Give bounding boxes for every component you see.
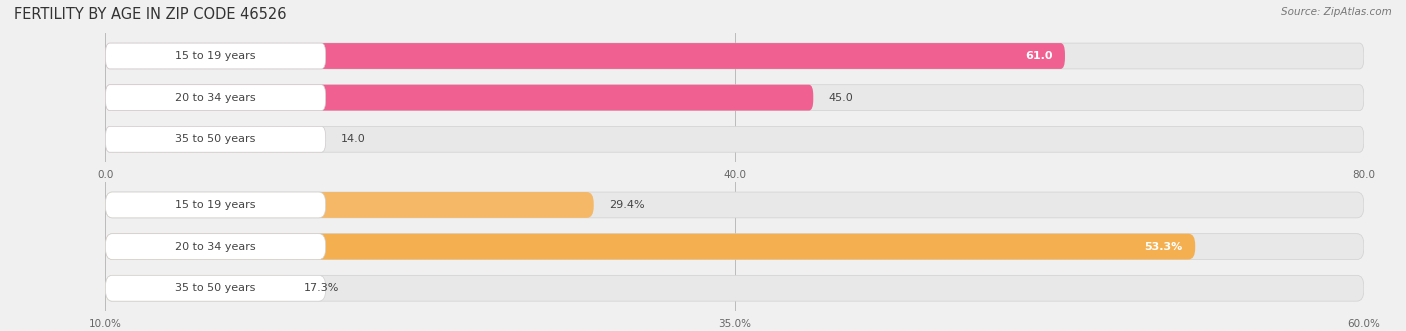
FancyBboxPatch shape xyxy=(105,234,326,260)
FancyBboxPatch shape xyxy=(105,234,1195,260)
FancyBboxPatch shape xyxy=(105,275,326,301)
FancyBboxPatch shape xyxy=(105,126,326,152)
FancyBboxPatch shape xyxy=(105,85,326,111)
Text: 15 to 19 years: 15 to 19 years xyxy=(176,200,256,210)
Text: FERTILITY BY AGE IN ZIP CODE 46526: FERTILITY BY AGE IN ZIP CODE 46526 xyxy=(14,7,287,22)
FancyBboxPatch shape xyxy=(105,85,1364,111)
FancyBboxPatch shape xyxy=(105,192,326,218)
Text: 20 to 34 years: 20 to 34 years xyxy=(176,242,256,252)
FancyBboxPatch shape xyxy=(105,43,1364,69)
Text: 35 to 50 years: 35 to 50 years xyxy=(176,283,256,293)
Text: 35 to 50 years: 35 to 50 years xyxy=(176,134,256,144)
FancyBboxPatch shape xyxy=(105,275,290,301)
FancyBboxPatch shape xyxy=(105,192,593,218)
Text: 15 to 19 years: 15 to 19 years xyxy=(176,51,256,61)
Text: 20 to 34 years: 20 to 34 years xyxy=(176,93,256,103)
Text: 14.0: 14.0 xyxy=(340,134,366,144)
Text: 53.3%: 53.3% xyxy=(1144,242,1182,252)
Text: 29.4%: 29.4% xyxy=(609,200,644,210)
Text: 45.0: 45.0 xyxy=(828,93,853,103)
Text: 17.3%: 17.3% xyxy=(304,283,340,293)
FancyBboxPatch shape xyxy=(105,43,1064,69)
FancyBboxPatch shape xyxy=(105,234,1364,260)
FancyBboxPatch shape xyxy=(105,126,1364,152)
FancyBboxPatch shape xyxy=(105,275,1364,301)
FancyBboxPatch shape xyxy=(105,126,326,152)
Text: Source: ZipAtlas.com: Source: ZipAtlas.com xyxy=(1281,7,1392,17)
Text: 61.0: 61.0 xyxy=(1025,51,1052,61)
FancyBboxPatch shape xyxy=(105,43,326,69)
FancyBboxPatch shape xyxy=(105,85,813,111)
FancyBboxPatch shape xyxy=(105,192,1364,218)
